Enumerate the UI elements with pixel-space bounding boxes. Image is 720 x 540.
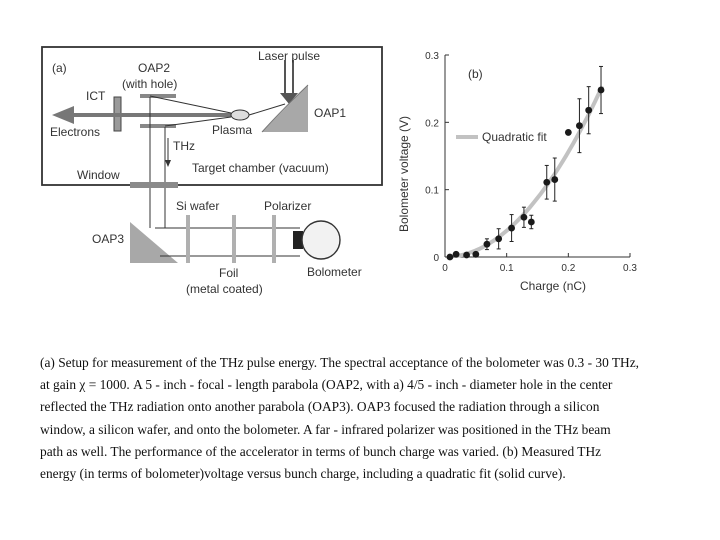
- y-tick-label: 0.1: [425, 186, 439, 197]
- caption-line: reflected the THz radiation onto another…: [40, 399, 600, 415]
- oap2-label: OAP2: [138, 61, 170, 75]
- panel-b-label: (b): [468, 67, 483, 81]
- data-point: [520, 213, 528, 221]
- x-tick-label: 0: [442, 263, 448, 274]
- foil-label: Foil: [219, 266, 238, 280]
- oap3-mirror: [130, 222, 178, 263]
- chart: 0 0.1 0.2 0.3 0 0.1 0.2 0.3 (b) Quadratic fit C…: [397, 51, 637, 293]
- foil-metal-coated-label: (metal coated): [186, 282, 263, 296]
- data-point: [576, 122, 583, 130]
- caption-line: path as well. The performance of the acc…: [40, 443, 602, 459]
- electrons-label: Electrons: [50, 125, 100, 139]
- bolometer: [301, 220, 341, 260]
- bolometer-label: Bolometer: [307, 265, 362, 279]
- data-point: [463, 251, 470, 259]
- laser-beam: [248, 103, 286, 116]
- y-tick-label: 0.3: [425, 51, 439, 62]
- setup-diagram: (a) Laser pulse OAP1 OAP2 (with hole) IC…: [41, 46, 383, 296]
- quadratic-fit-curve: [456, 85, 605, 258]
- chart-ticks: 0 0.1 0.2 0.3 0 0.1 0.2 0.3: [425, 51, 637, 274]
- plasma-label: Plasma: [212, 123, 252, 137]
- window: [130, 182, 178, 188]
- data-point: [508, 224, 515, 232]
- data-point: [452, 250, 460, 258]
- oap2-with-hole-label: (with hole): [122, 77, 177, 91]
- thz-label: THz: [173, 139, 195, 153]
- polarizer-label: Polarizer: [264, 199, 311, 213]
- data-point: [472, 250, 480, 258]
- foil: [232, 215, 236, 263]
- oap3-label: OAP3: [92, 232, 124, 246]
- x-axis-label: Charge (nC): [520, 279, 586, 293]
- thz-arrowhead: [165, 160, 171, 167]
- target-chamber-label: Target chamber (vacuum): [192, 161, 329, 175]
- laser-pulse-arrowhead: [280, 93, 298, 104]
- data-point: [585, 106, 593, 114]
- polarizer: [272, 215, 276, 263]
- y-axis-label: Bolometer voltage (V): [397, 116, 411, 232]
- x-tick-label: 0.1: [500, 263, 514, 274]
- y-tick-label: 0.2: [425, 118, 439, 129]
- data-point: [495, 235, 503, 243]
- data-point: [551, 176, 559, 183]
- thz-beam: [149, 95, 232, 114]
- bolometer-window: [293, 231, 303, 249]
- si-wafer: [186, 215, 190, 263]
- data-point: [564, 129, 572, 136]
- caption-line: at gain χ = 1000. A 5 - inch - focal - l…: [40, 377, 613, 393]
- x-tick-label: 0.3: [623, 263, 637, 274]
- chart-points: [446, 65, 605, 261]
- caption-line: window, a silicon wafer, and onto the bo…: [40, 421, 611, 437]
- data-point: [483, 240, 491, 248]
- chart-fit: [456, 85, 605, 258]
- panel-a-label: (a): [52, 61, 67, 75]
- laser-pulse-label: Laser pulse: [258, 49, 320, 63]
- data-point: [446, 253, 454, 261]
- electron-beam-arrowhead: [52, 106, 74, 124]
- caption-line: (a) Setup for measurement of the THz pul…: [40, 355, 640, 370]
- caption-line: energy (in terms of bolometer)voltage ve…: [40, 466, 566, 482]
- y-tick-label: 0: [433, 253, 439, 264]
- target-chamber-box: [41, 46, 383, 186]
- data-point: [597, 86, 605, 94]
- si-wafer-label: Si wafer: [176, 199, 219, 213]
- chart-frame: [444, 55, 630, 258]
- legend-label: Quadratic fit: [482, 130, 547, 144]
- data-point: [527, 218, 535, 226]
- oap1-label: OAP1: [314, 106, 346, 120]
- window-label: Window: [77, 168, 120, 182]
- data-point: [543, 178, 551, 186]
- x-tick-label: 0.2: [561, 263, 575, 274]
- oap1-mirror-surface: [261, 84, 309, 133]
- ict-label: ICT: [86, 89, 106, 103]
- figure-caption: (a) Setup for measurement of the THz pul…: [40, 352, 715, 485]
- thz-beam: [164, 116, 232, 127]
